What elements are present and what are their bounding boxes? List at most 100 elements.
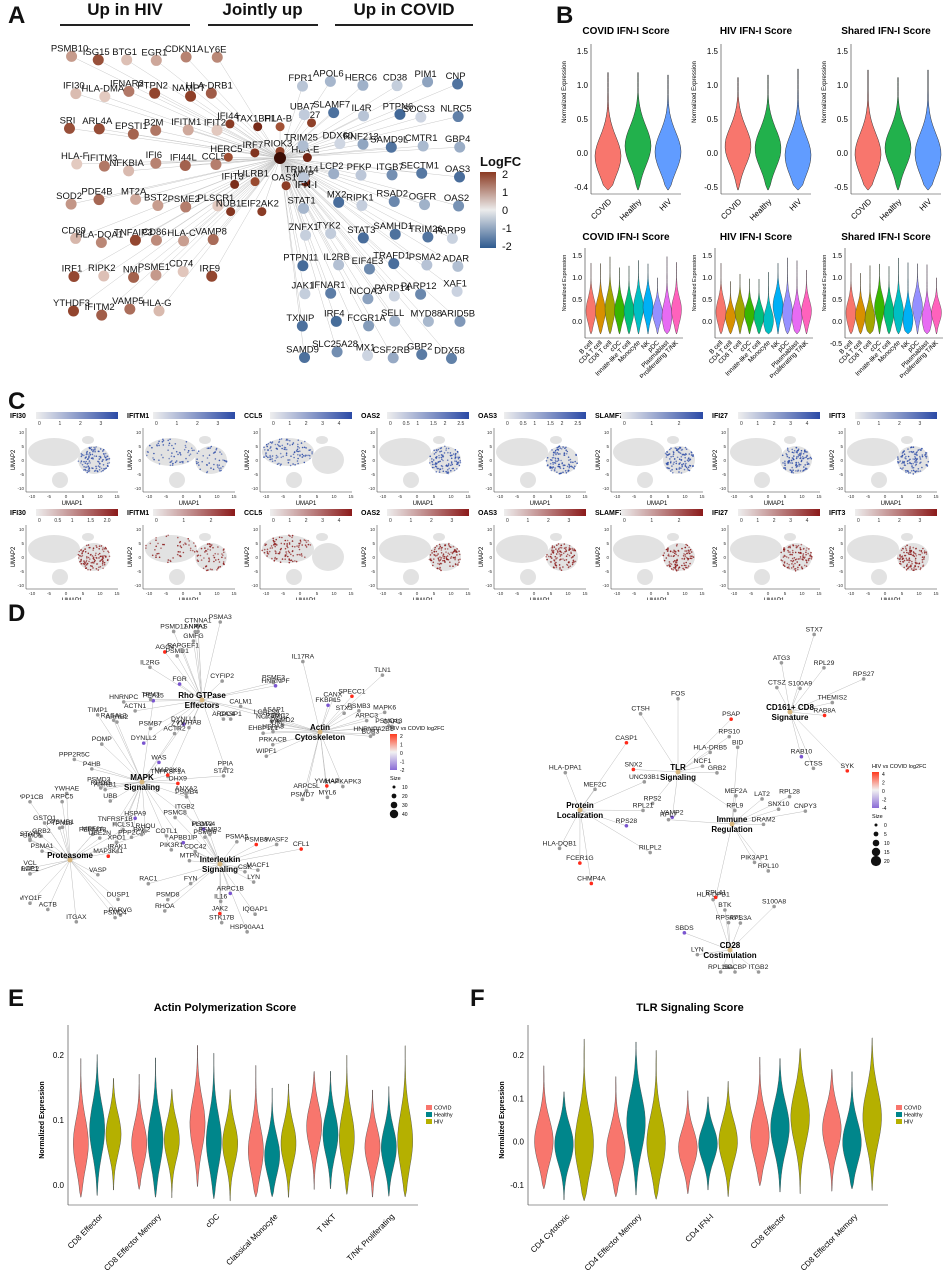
- node-NUB1: [226, 207, 236, 217]
- umap-point: [208, 560, 210, 563]
- umap-point: [277, 444, 280, 447]
- umap-point: [685, 453, 688, 456]
- violin-T NKT-Healthy: [322, 1071, 339, 1189]
- b-bot-violin-Proliferating T/NK: [931, 277, 942, 335]
- d-node-EHBP1L1: [261, 731, 265, 735]
- node-SLC25A28: [331, 346, 343, 358]
- umap-point: [81, 454, 83, 456]
- umap-point: [284, 539, 287, 542]
- d-node-label-ARPC3: ARPC3: [355, 713, 378, 720]
- umap-point: [197, 450, 200, 452]
- d-node-CTSH: [638, 711, 643, 716]
- umap-point: [444, 445, 446, 448]
- umap-ytick: 10: [604, 430, 610, 435]
- node-label-SLC25A28: SLC25A28: [312, 339, 358, 350]
- umap-point: [799, 463, 802, 466]
- node-TRAFD1: [388, 258, 400, 270]
- violin-legend-swatch: [426, 1112, 432, 1117]
- edge-ARID5B: [279, 157, 461, 322]
- d-nodes: STX7PSAPDRAM2CASP1SBDSCTSZSNX2SNX10MEF2C…: [543, 626, 875, 974]
- umap-xlabel: UMAP1: [296, 501, 317, 507]
- umap-point: [552, 551, 555, 553]
- umap-point: [803, 466, 805, 468]
- umap-xtick: 5: [901, 494, 904, 499]
- d-node-label-PPP2CA: PPP2CA: [118, 829, 145, 836]
- node-label-RIPK2: RIPK2: [88, 263, 115, 274]
- umap-point: [274, 545, 276, 548]
- umap-point: [205, 549, 207, 552]
- violin-CD8 Effector Memory-COVID: [822, 1069, 842, 1192]
- umap-xtick: 5: [901, 591, 904, 596]
- umap-cluster: [613, 438, 665, 466]
- umap-ytick: -10: [836, 486, 843, 491]
- edge-SLAMF7: [279, 112, 334, 159]
- umap-point: [562, 464, 565, 467]
- node-TAX1BP1: [253, 122, 263, 132]
- d-node-label-YWHAE: YWHAE: [54, 785, 79, 792]
- umap-point: [87, 568, 89, 571]
- d-node-RPL7: [666, 817, 671, 822]
- node-HLA-DMA: [99, 91, 111, 103]
- d-edge-MYO1F: [29, 859, 71, 904]
- d-node-CDC42: [193, 849, 198, 854]
- umap-point: [571, 466, 574, 468]
- umap-xtick: -10: [380, 494, 387, 499]
- umap-point: [151, 554, 154, 557]
- umap-colorbar: [621, 412, 703, 419]
- umap-point: [162, 456, 164, 459]
- umap-point: [208, 543, 210, 545]
- umap-point: [803, 449, 806, 452]
- d-node-PSMB6: [203, 835, 207, 839]
- umap-point: [915, 461, 917, 463]
- umap-cluster: [847, 438, 899, 466]
- umap-point: [786, 566, 789, 569]
- d-node-label-FCER1G: FCER1G: [566, 855, 594, 862]
- umap-point: [680, 472, 683, 474]
- umap-cbar-tick: 0.5: [54, 518, 61, 524]
- umap-point: [669, 562, 671, 565]
- umap-point: [80, 460, 83, 462]
- umap-point: [299, 450, 301, 452]
- violin-legend-swatch: [426, 1105, 432, 1110]
- umap-point: [98, 455, 101, 458]
- d-legend-size-title: Size: [872, 814, 883, 820]
- umap-point: [95, 455, 98, 457]
- umap-gene-title: IFIT3: [829, 413, 845, 420]
- umap-point: [669, 470, 672, 472]
- umap-ylabel: UMAP2: [11, 546, 17, 567]
- violin-CD8 Effector-Healthy: [89, 1054, 105, 1196]
- umap-point: [271, 460, 274, 463]
- d-node-MEF2A: [734, 793, 738, 798]
- umap-point: [182, 551, 185, 554]
- umap-point: [305, 546, 308, 548]
- umap-point: [554, 457, 557, 460]
- umap-point: [783, 548, 785, 551]
- umap-xtick: -10: [146, 591, 153, 596]
- node-label-NUB1: NUB1: [216, 199, 241, 210]
- d-edge-CFL1: [219, 848, 302, 865]
- b-top-ytick: 1.0: [837, 81, 849, 90]
- d-node-GMFG: [191, 639, 196, 643]
- d-hub-label-CD28 Costimulation: CD28: [720, 941, 741, 950]
- umap-point: [309, 544, 312, 546]
- umap-point: [297, 439, 300, 441]
- umap-point: [292, 560, 294, 563]
- d-hub-label2-CD161+ CD8 Signature: Signature: [772, 713, 809, 722]
- umap-xtick: 5: [667, 494, 670, 499]
- umap-xtick: 15: [114, 591, 120, 596]
- umap-point: [786, 562, 789, 565]
- umap-point: [91, 453, 94, 456]
- violin-CD8 Effector Memory-HIV: [164, 1088, 180, 1198]
- umap-ytick: -10: [368, 583, 375, 588]
- umap-point: [669, 565, 671, 568]
- umap-point: [677, 550, 680, 552]
- umap-cluster: [28, 535, 80, 563]
- d-node-IL16: [218, 899, 223, 904]
- umap-point: [563, 559, 566, 562]
- umap-ytick: -10: [251, 486, 258, 491]
- umap-point: [906, 544, 908, 547]
- d-edge-MAPKAPK3: [319, 731, 344, 787]
- logfc-tick--2: -2: [502, 241, 512, 252]
